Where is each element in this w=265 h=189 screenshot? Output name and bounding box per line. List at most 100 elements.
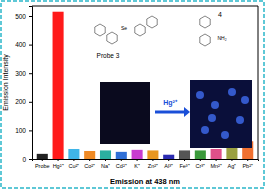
bar xyxy=(37,154,48,159)
y-tick-mark xyxy=(29,159,32,160)
x-tick-mark xyxy=(216,159,217,161)
x-tick: Pb²⁺ xyxy=(242,159,253,169)
ring xyxy=(200,16,210,28)
cell xyxy=(208,114,216,122)
x-tick-mark xyxy=(89,159,90,161)
annotation: 4 xyxy=(218,11,222,18)
y-tick-label: 100 xyxy=(15,127,26,134)
x-tick-mark xyxy=(184,159,185,161)
y-axis: 0100200300400500 xyxy=(15,7,32,163)
ring xyxy=(200,34,210,46)
x-axis-title: Emission at 438 nm xyxy=(110,177,180,186)
y-tick: 200 xyxy=(15,98,32,105)
x-tick-mark xyxy=(42,159,43,161)
image-after xyxy=(190,80,252,148)
bars xyxy=(37,12,254,159)
bar xyxy=(116,152,127,159)
ring xyxy=(107,32,117,44)
arrow xyxy=(155,111,184,114)
bar xyxy=(211,149,222,159)
x-tick-mark xyxy=(105,159,106,161)
y-tick: 300 xyxy=(15,70,32,77)
y-tick-mark xyxy=(29,16,32,17)
x-tick-mark xyxy=(247,159,248,161)
x-axis-line xyxy=(33,160,259,162)
x-tick-mark xyxy=(200,159,201,161)
bar xyxy=(100,150,111,159)
annotation: Se xyxy=(121,25,127,31)
x-tick: Hg²⁺ xyxy=(53,159,64,169)
cell xyxy=(211,101,219,109)
cell xyxy=(196,91,204,99)
x-tick: Probe xyxy=(35,159,50,169)
y-tick-mark xyxy=(29,130,32,131)
x-tick: Ag⁺ xyxy=(228,159,237,169)
x-tick-label: Cu²⁺ xyxy=(68,163,79,169)
bar xyxy=(132,150,143,159)
x-tick-mark xyxy=(231,159,232,161)
x-tick-mark xyxy=(58,159,59,161)
x-tick-label: Cr³⁺ xyxy=(195,163,205,169)
plot-frame xyxy=(258,6,259,159)
y-tick: 0 xyxy=(22,156,32,163)
y-tick-label: 200 xyxy=(15,98,26,105)
x-tick-mark xyxy=(152,159,153,161)
x-tick: Co²⁺ xyxy=(84,159,95,169)
y-tick: 100 xyxy=(15,127,32,134)
x-tick-label: Cd²⁺ xyxy=(116,163,127,169)
bar xyxy=(195,150,206,159)
x-tick-label: Ag⁺ xyxy=(228,163,237,169)
ring xyxy=(147,16,157,28)
x-tick-label: Pb²⁺ xyxy=(242,163,253,169)
arrow-head xyxy=(184,107,190,117)
x-tick-label: Mn²⁺ xyxy=(210,163,221,169)
y-axis-title: Emission Intensity xyxy=(2,54,10,111)
cell xyxy=(221,131,229,139)
y-tick: 400 xyxy=(15,41,32,48)
x-tick: K⁺ xyxy=(134,159,140,169)
x-tick-mark xyxy=(121,159,122,161)
x-axis: ProbeHg²⁺ Cu²⁺ Co²⁺ Na⁺ Cd²⁺ K⁺ Zn²⁺ Al³⁺ Fe³⁺ Cr… xyxy=(33,159,259,169)
y-tick-label: 300 xyxy=(15,70,26,77)
image-before xyxy=(100,82,150,144)
bar xyxy=(68,149,79,159)
inset xyxy=(95,16,252,148)
annotation: Probe 3 xyxy=(97,52,120,59)
x-tick-label: Hg²⁺ xyxy=(53,163,64,169)
y-tick-mark xyxy=(29,73,32,74)
y-tick-mark xyxy=(29,102,32,103)
y-tick-mark xyxy=(29,45,32,46)
plot-frame xyxy=(32,6,258,7)
x-tick-label: Zn²⁺ xyxy=(148,163,158,169)
bar xyxy=(147,150,158,159)
x-tick: Al³⁺ xyxy=(164,159,173,169)
cell xyxy=(228,88,236,96)
plot: 0100200300400500ProbeHg²⁺Cu²⁺Co²⁺Na⁺Cd²⁺… xyxy=(15,6,258,169)
x-tick-mark xyxy=(73,159,74,161)
ring xyxy=(95,24,105,36)
cell xyxy=(236,116,244,124)
cell xyxy=(201,126,209,134)
x-tick-label: Fe³⁺ xyxy=(179,163,189,169)
x-tick-label: Na⁺ xyxy=(101,163,110,169)
bar xyxy=(53,12,64,159)
x-tick: Mn²⁺ xyxy=(210,159,221,169)
y-tick-label: 400 xyxy=(15,41,26,48)
x-tick: Cu²⁺ xyxy=(68,159,79,169)
x-tick-mark xyxy=(168,159,169,161)
chart: 0100200300400500ProbeHg²⁺Cu²⁺Co²⁺Na⁺Cd²⁺… xyxy=(0,0,265,189)
y-tick-label: 0 xyxy=(22,156,26,163)
x-tick-label: Probe xyxy=(35,163,50,169)
x-tick: Na⁺ xyxy=(101,159,110,169)
x-tick-mark xyxy=(137,159,138,161)
x-tick: Zn²⁺ xyxy=(148,159,158,169)
x-tick: Cr³⁺ xyxy=(195,159,205,169)
x-tick-label: Al³⁺ xyxy=(164,163,173,169)
cell xyxy=(241,96,249,104)
annotation: NH₂ xyxy=(217,35,226,41)
x-tick: Cd²⁺ xyxy=(116,159,127,169)
bar xyxy=(84,151,95,159)
ring xyxy=(135,24,145,36)
x-tick: Fe³⁺ xyxy=(179,159,189,169)
x-tick-label: K⁺ xyxy=(134,163,140,169)
